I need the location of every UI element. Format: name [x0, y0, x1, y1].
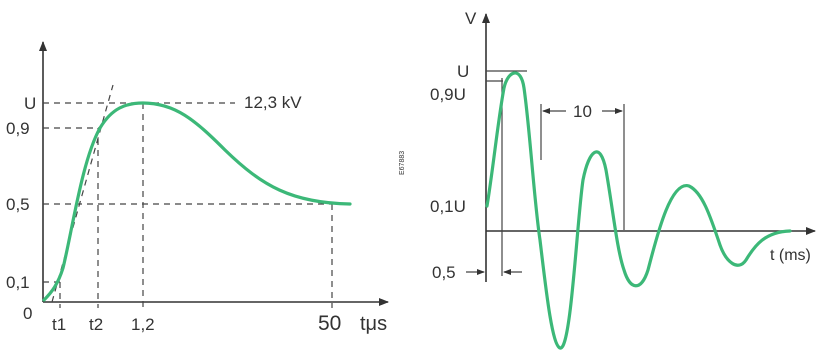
left-y-label-09: 0,9: [6, 119, 30, 138]
left-x-unit: tμs: [360, 313, 387, 335]
peak-voltage-annotation: 12,3 kV: [244, 93, 302, 112]
oscillatory-wave-diagram: V U 0,9U 0,1U 10 t (ms) 0,5: [430, 9, 816, 350]
left-x-label-t1: t1: [52, 315, 66, 334]
oscillation-curve: [485, 71, 792, 350]
left-x-label-t2: t2: [89, 315, 103, 334]
impulse-curve: [42, 101, 352, 302]
rise-time-label: 0,5: [432, 263, 456, 282]
left-x-label-end: 50: [318, 312, 341, 335]
left-y-label-u: U: [24, 94, 36, 113]
right-y-label-u: U: [457, 62, 469, 81]
period-label: 10: [573, 102, 592, 121]
left-y-label-01: 0,1: [6, 273, 30, 292]
left-y-label-05: 0,5: [6, 195, 30, 214]
time-axis-label: t (ms): [770, 247, 811, 264]
impulse-wave-diagram: U 0,9 0,5 0,1 0 t1 t2 1,2 50 tμs 12,3 kV: [6, 41, 389, 335]
left-x-label-peak: 1,2: [131, 315, 155, 334]
left-origin-label: 0: [23, 304, 32, 323]
right-y-label-09u: 0,9U: [430, 85, 466, 104]
right-y-axis-label: V: [465, 9, 477, 28]
reference-code: E67883: [399, 151, 406, 175]
right-y-label-01u: 0,1U: [430, 197, 466, 216]
